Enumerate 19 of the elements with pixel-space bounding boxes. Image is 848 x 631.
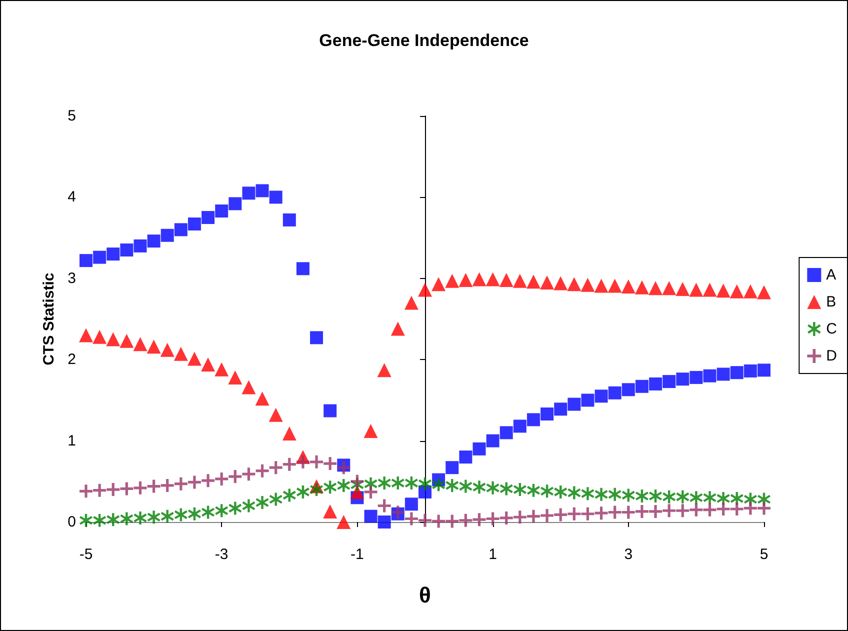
y-tick-label: 5 [68, 108, 76, 124]
x-tick-label: 5 [760, 546, 768, 563]
legend-label: A [826, 266, 836, 284]
legend-label: B [826, 294, 836, 310]
y-tick-label: 1 [68, 432, 76, 450]
x-tick-label: -3 [214, 546, 228, 563]
x-tick-label: 1 [488, 546, 497, 563]
legend-label: D [826, 348, 838, 364]
y-tick-label: 3 [68, 270, 76, 287]
y-tick-label: 0 [68, 514, 76, 530]
y-tick-label: 4 [68, 188, 76, 206]
y-axis-title: CTS Statistic [40, 272, 58, 366]
y-tick-label: 2 [68, 351, 76, 368]
x-axis-title: θ [419, 582, 431, 608]
x-tick-label: 3 [624, 546, 633, 563]
legend-label: C [826, 320, 838, 338]
chart-title: Gene-Gene Independence [319, 31, 529, 50]
x-tick-label: -1 [350, 546, 364, 563]
x-tick-label: -5 [79, 546, 93, 563]
